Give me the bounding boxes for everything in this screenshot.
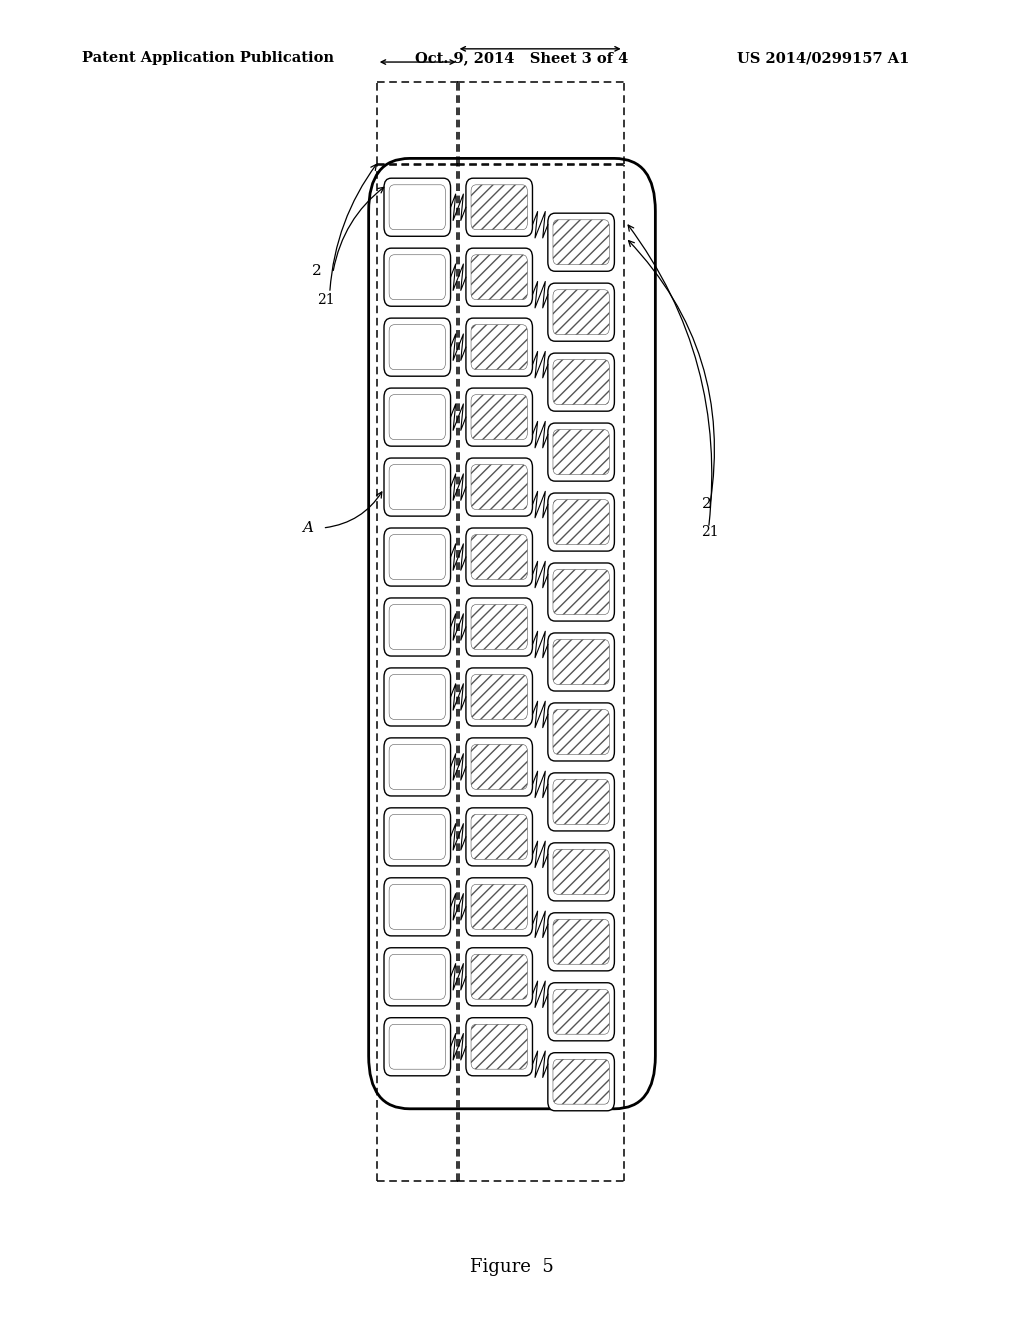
FancyBboxPatch shape [471, 535, 527, 579]
FancyBboxPatch shape [471, 395, 527, 440]
FancyBboxPatch shape [389, 884, 445, 929]
FancyBboxPatch shape [548, 492, 614, 552]
FancyBboxPatch shape [553, 990, 609, 1035]
FancyBboxPatch shape [548, 774, 614, 832]
FancyBboxPatch shape [548, 562, 614, 622]
FancyBboxPatch shape [553, 359, 609, 404]
FancyBboxPatch shape [384, 808, 451, 866]
FancyBboxPatch shape [548, 422, 614, 482]
FancyBboxPatch shape [548, 1053, 614, 1111]
FancyBboxPatch shape [384, 458, 451, 516]
FancyBboxPatch shape [548, 214, 614, 272]
FancyBboxPatch shape [553, 219, 609, 264]
FancyBboxPatch shape [553, 499, 609, 544]
Text: 21: 21 [317, 293, 335, 306]
Text: Figure  5: Figure 5 [470, 1258, 554, 1276]
Text: Patent Application Publication: Patent Application Publication [82, 51, 334, 65]
FancyBboxPatch shape [389, 744, 445, 789]
FancyBboxPatch shape [471, 884, 527, 929]
Text: 21: 21 [701, 525, 719, 539]
FancyBboxPatch shape [384, 948, 451, 1006]
FancyBboxPatch shape [553, 710, 609, 755]
FancyBboxPatch shape [553, 850, 609, 895]
FancyBboxPatch shape [553, 779, 609, 824]
FancyBboxPatch shape [466, 948, 532, 1006]
FancyBboxPatch shape [389, 185, 445, 230]
FancyBboxPatch shape [466, 528, 532, 586]
FancyBboxPatch shape [369, 158, 655, 1109]
FancyBboxPatch shape [471, 255, 527, 300]
FancyBboxPatch shape [553, 570, 609, 615]
FancyBboxPatch shape [466, 388, 532, 446]
FancyBboxPatch shape [548, 352, 614, 412]
FancyBboxPatch shape [389, 395, 445, 440]
FancyBboxPatch shape [553, 640, 609, 685]
FancyBboxPatch shape [553, 430, 609, 475]
FancyBboxPatch shape [384, 598, 451, 656]
FancyBboxPatch shape [548, 284, 614, 342]
FancyBboxPatch shape [466, 318, 532, 376]
FancyBboxPatch shape [548, 634, 614, 692]
FancyBboxPatch shape [384, 528, 451, 586]
FancyBboxPatch shape [384, 1018, 451, 1076]
FancyBboxPatch shape [466, 738, 532, 796]
FancyBboxPatch shape [384, 388, 451, 446]
FancyBboxPatch shape [471, 1024, 527, 1069]
FancyBboxPatch shape [389, 535, 445, 579]
FancyBboxPatch shape [384, 668, 451, 726]
FancyBboxPatch shape [466, 178, 532, 236]
FancyBboxPatch shape [466, 458, 532, 516]
Text: 2: 2 [701, 498, 712, 511]
FancyBboxPatch shape [471, 325, 527, 370]
Text: US 2014/0299157 A1: US 2014/0299157 A1 [737, 51, 909, 65]
Text: 2: 2 [312, 264, 323, 277]
FancyBboxPatch shape [466, 1018, 532, 1076]
FancyBboxPatch shape [471, 605, 527, 649]
FancyBboxPatch shape [471, 465, 527, 510]
FancyBboxPatch shape [389, 255, 445, 300]
FancyBboxPatch shape [384, 738, 451, 796]
FancyBboxPatch shape [548, 843, 614, 900]
FancyBboxPatch shape [389, 675, 445, 719]
FancyBboxPatch shape [553, 290, 609, 335]
FancyBboxPatch shape [471, 744, 527, 789]
FancyBboxPatch shape [553, 920, 609, 964]
FancyBboxPatch shape [389, 465, 445, 510]
FancyBboxPatch shape [466, 248, 532, 306]
FancyBboxPatch shape [548, 982, 614, 1040]
FancyBboxPatch shape [466, 808, 532, 866]
FancyBboxPatch shape [389, 1024, 445, 1069]
FancyBboxPatch shape [466, 598, 532, 656]
FancyBboxPatch shape [471, 185, 527, 230]
FancyBboxPatch shape [384, 178, 451, 236]
FancyBboxPatch shape [553, 1059, 609, 1104]
FancyBboxPatch shape [384, 318, 451, 376]
FancyBboxPatch shape [466, 668, 532, 726]
FancyBboxPatch shape [389, 325, 445, 370]
Text: A: A [302, 521, 312, 535]
FancyBboxPatch shape [466, 878, 532, 936]
FancyBboxPatch shape [548, 913, 614, 972]
FancyBboxPatch shape [384, 248, 451, 306]
FancyBboxPatch shape [548, 704, 614, 760]
FancyBboxPatch shape [389, 954, 445, 999]
Text: Oct. 9, 2014   Sheet 3 of 4: Oct. 9, 2014 Sheet 3 of 4 [415, 51, 628, 65]
FancyBboxPatch shape [471, 675, 527, 719]
FancyBboxPatch shape [471, 814, 527, 859]
FancyBboxPatch shape [384, 878, 451, 936]
FancyBboxPatch shape [389, 814, 445, 859]
FancyBboxPatch shape [471, 954, 527, 999]
FancyBboxPatch shape [389, 605, 445, 649]
